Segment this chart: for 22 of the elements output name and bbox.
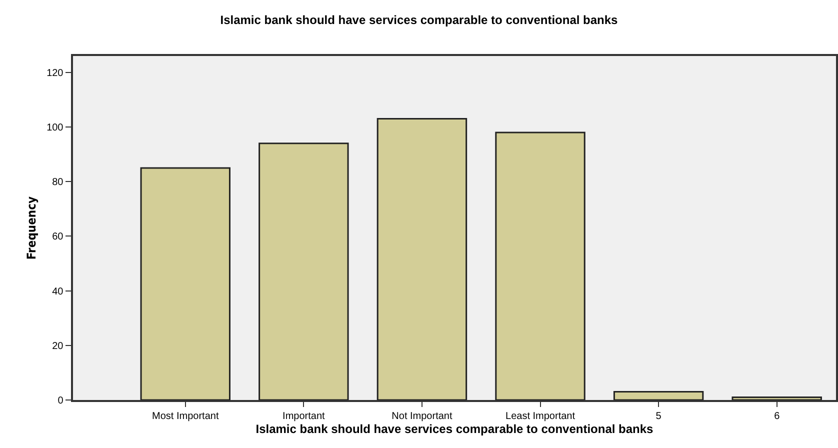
y-tick-label: 60 [52, 232, 64, 243]
x-axis-title: Islamic bank should have services comparable to conventional banks [256, 422, 654, 436]
x-tick-label: 6 [774, 410, 780, 422]
bar [613, 391, 704, 400]
bar [495, 132, 586, 400]
x-tick-label: Most Important [152, 410, 219, 422]
x-tick-label: Least Important [506, 410, 576, 422]
y-axis-title: Frequency [24, 196, 38, 260]
x-tick-label: Not Important [392, 410, 452, 422]
y-tick-label: 20 [52, 340, 64, 352]
y-tick-label: 0 [58, 396, 64, 406]
chart-title: Islamic bank should have services comparable to conventional banks [220, 13, 618, 28]
y-tick-label: 100 [46, 122, 64, 134]
bar [258, 142, 349, 400]
x-tick-label: Important [282, 410, 326, 422]
bar [376, 118, 468, 400]
y-tick-label: 120 [46, 68, 64, 79]
y-tick-label: 40 [52, 286, 64, 298]
bar [140, 167, 230, 400]
y-tick-label: 80 [52, 177, 64, 188]
bar [732, 396, 822, 400]
x-tick-label: 5 [656, 410, 662, 422]
